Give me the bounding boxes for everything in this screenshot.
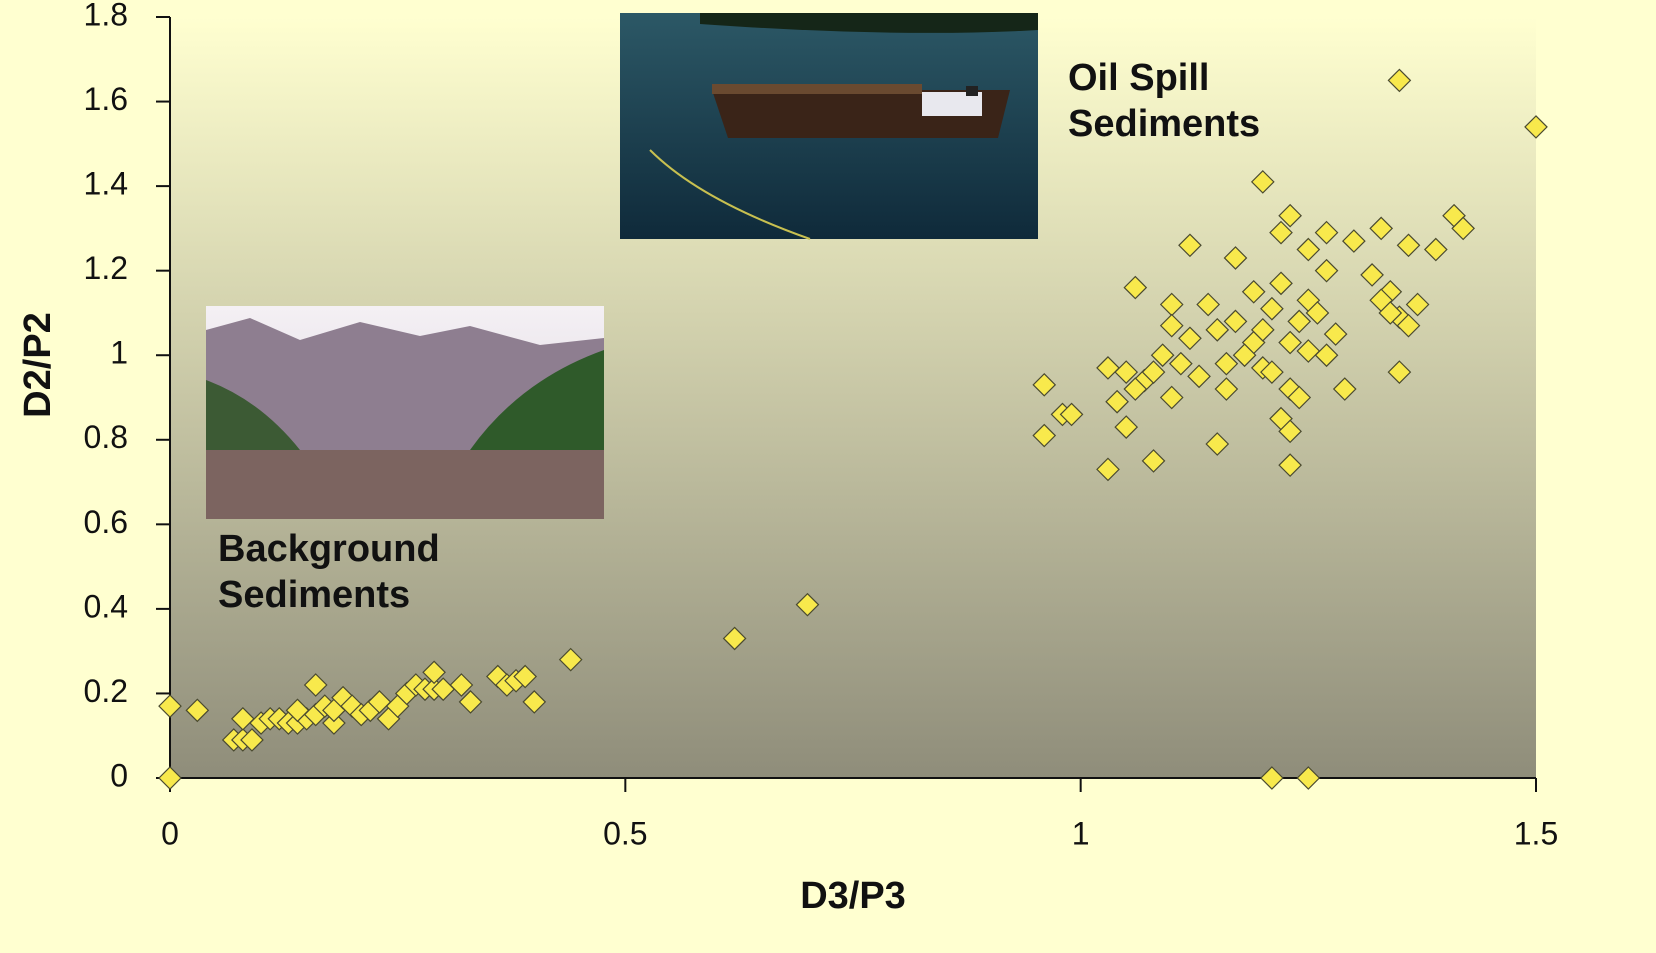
x-tick-label: 1.5 <box>1514 815 1558 851</box>
y-tick-label: 1.6 <box>84 81 128 117</box>
y-tick-label: 1.2 <box>84 250 128 286</box>
x-tick-label: 1 <box>1072 815 1090 851</box>
y-tick-label: 0.2 <box>84 673 128 709</box>
x-axis-label: D3/P3 <box>800 875 906 917</box>
chart: D3/P3 D2/P2 Oil Spill Sediments Backgrou… <box>0 0 1656 953</box>
annotation-line: Sediments <box>218 574 410 616</box>
y-tick-label: 1 <box>110 335 128 371</box>
y-tick-label: 0.4 <box>84 588 128 624</box>
x-tick-label: 0.5 <box>603 815 647 851</box>
x-tick-label: 0 <box>161 815 179 851</box>
y-tick-label: 0.8 <box>84 419 128 455</box>
y-tick-label: 1.8 <box>84 0 128 32</box>
mountain-photo <box>206 306 604 519</box>
annotation-line: Background <box>218 528 440 570</box>
y-axis-label: D2/P2 <box>17 312 59 418</box>
annotation-line: Oil Spill <box>1068 57 1209 99</box>
y-tick-label: 0 <box>110 757 128 793</box>
y-tick-label: 1.4 <box>84 166 128 202</box>
annotation-line: Sediments <box>1068 103 1260 145</box>
tanker-photo <box>620 13 1038 239</box>
y-tick-label: 0.6 <box>84 504 128 540</box>
